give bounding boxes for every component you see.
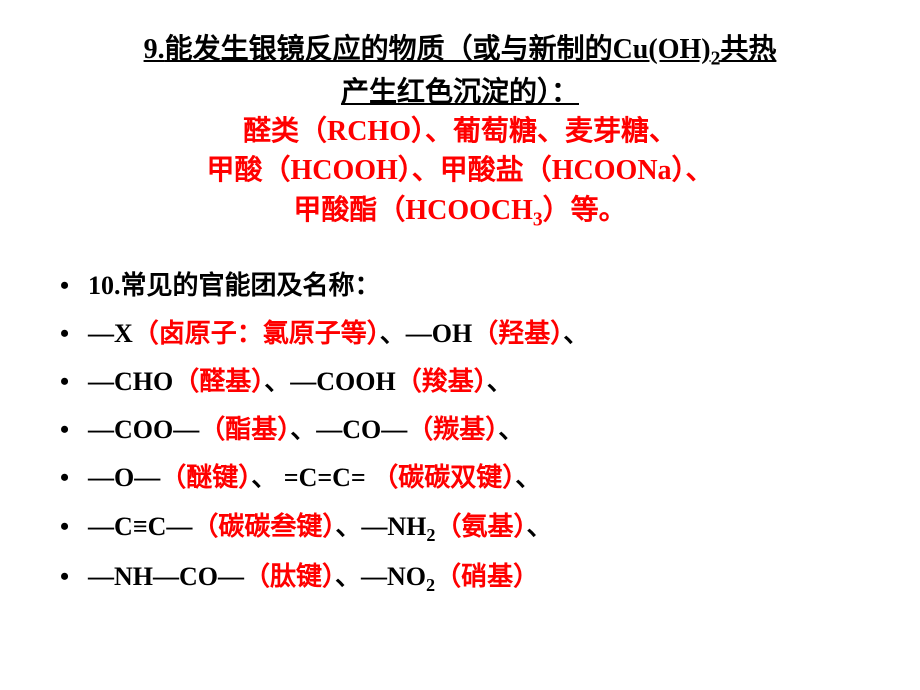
title-sub-1: 2 <box>711 49 721 70</box>
bullet-icon: • <box>60 555 88 599</box>
item-red-b: （硝基） <box>435 562 539 591</box>
title-red-3a: 甲酸酯（HCOOCH <box>293 195 533 226</box>
item-red-a: （碳碳叁键） <box>192 512 335 541</box>
title-red-1: 醛类（RCHO）、葡萄糖、麦芽糖、 <box>60 112 860 151</box>
list-item: •—NH—CO—（肽键）、—NO2（硝基） <box>60 555 860 601</box>
item-black: —NH—CO— <box>88 562 244 591</box>
item-black3: 、 <box>527 512 553 541</box>
list-item: •—C≡C—（碳碳叁键）、—NH2（氨基）、 <box>60 505 860 551</box>
title-line-1: 9.能发生银镜反应的物质（或与新制的Cu(OH)2共热 <box>60 30 860 73</box>
item-black2: 、—OH <box>380 319 472 348</box>
title-block: 9.能发生银镜反应的物质（或与新制的Cu(OH)2共热 产生红色沉淀的）： 醛类… <box>60 30 860 234</box>
item-black: —X <box>88 319 133 348</box>
item-black3: 、 <box>487 367 513 396</box>
bullet-icon: • <box>60 408 88 452</box>
list-item: •—COO—（酯基）、—CO—（羰基）、 <box>60 408 860 452</box>
item-black3: 、 <box>515 463 541 492</box>
bullet-icon: • <box>60 312 88 356</box>
bullet-icon: • <box>60 264 88 308</box>
item-black: —C≡C— <box>88 512 192 541</box>
item-black2a: 、—NO <box>335 562 426 591</box>
title-red-2-text: 甲酸（HCOOH）、甲酸盐（HCOONa）、 <box>206 155 713 186</box>
list-item: •—O—（醚键）、 =C=C= （碳碳双键）、 <box>60 456 860 500</box>
item-black2: 、—CO— <box>290 415 407 444</box>
item-red-b: （羰基） <box>407 415 498 444</box>
bullet-icon: • <box>60 456 88 500</box>
title-red-3: 甲酸酯（HCOOCH3）等。 <box>60 191 860 234</box>
title-red-2: 甲酸（HCOOH）、甲酸盐（HCOONa）、 <box>60 151 860 190</box>
item-black3: 、 <box>498 415 524 444</box>
item-black3: 、 <box>563 319 589 348</box>
item-red-a: （卤原子：氯原子等） <box>133 319 380 348</box>
item-red-b: （羟基） <box>472 319 563 348</box>
item-black2a: 、—NH <box>335 512 426 541</box>
bullet-icon: • <box>60 360 88 404</box>
item-black2: 、—COOH <box>264 367 395 396</box>
title-red-3sub: 3 <box>533 209 543 230</box>
title-red-3b: ）等。 <box>543 195 627 226</box>
item-black2sub: 2 <box>426 525 435 545</box>
item-black: —COO— <box>88 415 199 444</box>
item-red-a: （醛基） <box>173 367 264 396</box>
title-text-2: 产生红色沉淀的）： <box>341 77 579 108</box>
slide-content: 9.能发生银镜反应的物质（或与新制的Cu(OH)2共热 产生红色沉淀的）： 醛类… <box>0 0 920 625</box>
title-line-2: 产生红色沉淀的）： <box>60 73 860 112</box>
item-red-b: （羧基） <box>396 367 487 396</box>
item-red-a: （酯基） <box>199 415 290 444</box>
item-red-b: （碳碳双键） <box>372 463 515 492</box>
body-heading-text: 10.常见的官能团及名称： <box>88 271 381 300</box>
item-black2sub: 2 <box>426 575 435 595</box>
title-text-1c: 共热 <box>720 34 776 65</box>
item-black2: 、 =C=C= <box>251 463 372 492</box>
body-heading: •10.常见的官能团及名称： <box>60 264 860 308</box>
item-red-a: （肽键） <box>244 562 335 591</box>
list-item: •—CHO（醛基）、—COOH（羧基）、 <box>60 360 860 404</box>
title-text-1b: 能发生银镜反应的物质（或与新制的Cu(OH) <box>165 34 711 65</box>
item-black: —O— <box>88 463 160 492</box>
title-num: 9. <box>144 34 165 65</box>
item-black: —CHO <box>88 367 173 396</box>
item-red-a: （醚键） <box>160 463 251 492</box>
title-red-1-text: 醛类（RCHO）、葡萄糖、麦芽糖、 <box>243 116 677 147</box>
item-red-b: （氨基） <box>436 512 527 541</box>
body-block: •10.常见的官能团及名称： •—X（卤原子：氯原子等）、—OH（羟基）、 •—… <box>60 264 860 601</box>
bullet-icon: • <box>60 505 88 549</box>
list-item: •—X（卤原子：氯原子等）、—OH（羟基）、 <box>60 312 860 356</box>
